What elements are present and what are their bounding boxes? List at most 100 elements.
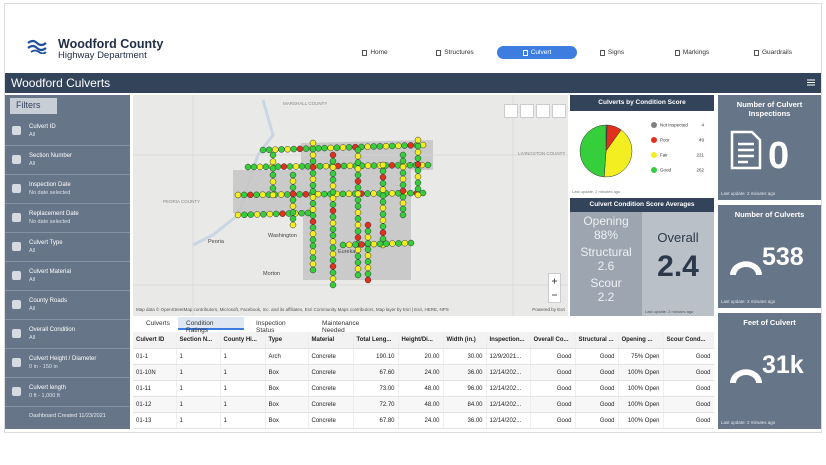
map-marker[interactable]: [309, 254, 317, 262]
map-marker[interactable]: [354, 196, 362, 204]
table-row[interactable]: 01-10N 1 1 Box Concrete 67.60 24.00 36.00 12/14/…: [133, 364, 714, 381]
map-marker[interactable]: [296, 145, 304, 153]
filter-row[interactable]: Section Number All: [5, 146, 130, 175]
map-marker[interactable]: [309, 182, 317, 189]
map-marker[interactable]: [370, 162, 378, 169]
map-marker[interactable]: [309, 236, 317, 244]
map-marker[interactable]: [259, 191, 266, 198]
column-header[interactable]: Type: [265, 332, 309, 349]
map-marker[interactable]: [329, 226, 337, 233]
map-marker[interactable]: [406, 161, 414, 169]
map-marker[interactable]: [414, 167, 422, 174]
map-marker[interactable]: [289, 184, 297, 191]
filter-row[interactable]: County Roads All: [5, 291, 130, 320]
map-marker[interactable]: [329, 151, 337, 159]
map-marker[interactable]: [309, 169, 317, 177]
column-header[interactable]: Culvert ID: [133, 332, 177, 349]
map-marker[interactable]: [289, 178, 297, 185]
map-marker[interactable]: [354, 246, 362, 254]
map-marker[interactable]: [379, 167, 387, 175]
table-row[interactable]: 01-1 1 1 Arch Concrete 190.10 20.00 30.00 12/9/2…: [133, 348, 714, 365]
column-header[interactable]: Overall Co...: [530, 332, 576, 349]
map-marker[interactable]: [298, 163, 306, 170]
map-marker[interactable]: [395, 142, 402, 150]
map-marker[interactable]: [364, 252, 372, 259]
map-marker[interactable]: [364, 190, 371, 197]
map-marker[interactable]: [379, 174, 387, 181]
map-marker[interactable]: [379, 180, 387, 187]
map-layers[interactable]: [536, 104, 550, 118]
map-marker[interactable]: [399, 163, 407, 171]
map-marker[interactable]: [354, 234, 362, 241]
map-marker[interactable]: [253, 211, 261, 218]
map-marker[interactable]: [329, 213, 337, 221]
map-marker[interactable]: [414, 161, 422, 168]
map-marker[interactable]: [354, 209, 362, 216]
map-marker[interactable]: [399, 199, 407, 207]
map-marker[interactable]: [309, 218, 317, 225]
nav-item[interactable]: Markings: [670, 46, 714, 59]
map-basemap[interactable]: [552, 104, 566, 118]
map-marker[interactable]: [354, 221, 362, 229]
map-marker[interactable]: [289, 190, 297, 197]
map-marker[interactable]: [247, 211, 254, 218]
map-marker[interactable]: [364, 246, 372, 253]
nav-item[interactable]: Home: [358, 46, 392, 59]
map-marker[interactable]: [289, 203, 297, 210]
map-marker[interactable]: [364, 276, 372, 284]
map-marker[interactable]: [309, 157, 317, 165]
map-marker[interactable]: [260, 211, 267, 218]
map-canvas[interactable]: MARSHALL COUNTY PEORIA COUNTY LIVINGSTON C…: [133, 95, 568, 316]
map-marker[interactable]: [388, 142, 396, 150]
map-marker[interactable]: [414, 136, 422, 144]
map-marker[interactable]: [289, 209, 297, 216]
map-marker[interactable]: [379, 217, 387, 224]
map-marker[interactable]: [339, 144, 347, 151]
map-marker[interactable]: [234, 191, 242, 199]
map-marker[interactable]: [354, 253, 362, 260]
map-marker[interactable]: [354, 146, 362, 154]
map-marker[interactable]: [345, 190, 353, 198]
map-marker[interactable]: [296, 191, 303, 198]
map-marker[interactable]: [309, 206, 317, 213]
map-marker[interactable]: [290, 145, 298, 153]
map-marker[interactable]: [262, 163, 270, 171]
filter-row[interactable]: Inspection Date No date selected: [5, 175, 130, 204]
map-marker[interactable]: [265, 146, 273, 154]
map-marker[interactable]: [382, 142, 390, 150]
map-marker[interactable]: [309, 224, 317, 231]
map-marker[interactable]: [414, 155, 422, 162]
map-marker[interactable]: [266, 210, 274, 218]
map-marker[interactable]: [395, 240, 402, 247]
map-marker[interactable]: [292, 163, 300, 170]
map-marker[interactable]: [399, 157, 407, 165]
map-marker[interactable]: [401, 239, 409, 247]
map-marker[interactable]: [298, 209, 305, 217]
map-marker[interactable]: [399, 187, 407, 195]
map-marker[interactable]: [277, 191, 285, 198]
map-marker[interactable]: [289, 215, 297, 222]
menu-icon[interactable]: [807, 79, 815, 86]
nav-item[interactable]: Structures: [430, 46, 480, 59]
map-marker[interactable]: [309, 200, 317, 207]
map-marker[interactable]: [329, 219, 337, 227]
map-marker[interactable]: [399, 181, 407, 189]
map-marker[interactable]: [269, 178, 277, 185]
map-marker[interactable]: [269, 165, 277, 172]
map-marker[interactable]: [379, 186, 387, 193]
map-marker[interactable]: [364, 264, 372, 272]
column-header[interactable]: Height/Di...: [398, 332, 444, 349]
map-marker[interactable]: [284, 145, 291, 153]
map-marker[interactable]: [376, 240, 384, 248]
map-marker[interactable]: [309, 139, 317, 147]
map-marker[interactable]: [379, 161, 387, 169]
map-marker[interactable]: [309, 230, 317, 237]
map-marker[interactable]: [329, 182, 337, 190]
map-marker[interactable]: [329, 188, 337, 196]
map-marker[interactable]: [321, 190, 328, 198]
map-marker[interactable]: [370, 143, 378, 150]
map-marker[interactable]: [329, 207, 337, 214]
map-marker[interactable]: [388, 190, 396, 197]
nav-item[interactable]: Culvert: [497, 46, 577, 59]
map-marker[interactable]: [329, 164, 337, 171]
